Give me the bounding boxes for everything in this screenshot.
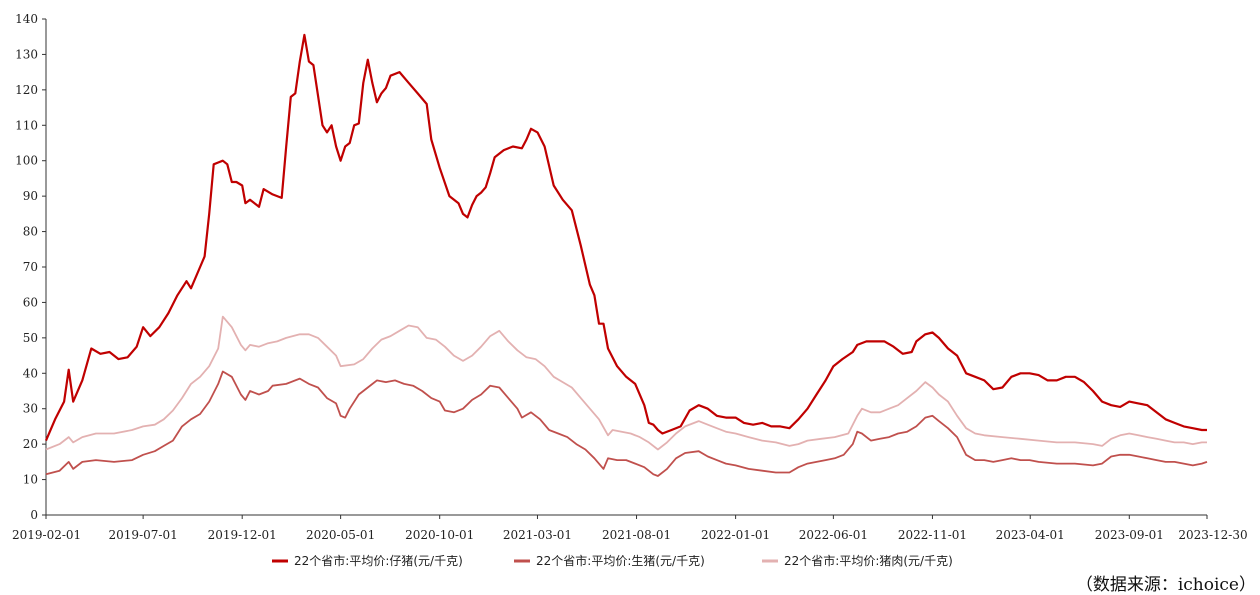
y-tick-label: 120 [15,83,38,97]
y-tick-label: 40 [23,366,38,380]
y-tick-label: 50 [23,331,38,345]
legend-label-1: 22个省市:平均价:仔猪(元/千克) [294,553,463,568]
x-tick-label: 2023-12-30 [1178,528,1247,542]
x-axis: 2019-02-01 2019-07-01 2019-12-01 2020-05-01… [12,514,1248,542]
y-tick-label: 100 [15,154,38,168]
legend-label-2: 22个省市:平均价:生猪(元/千克) [536,553,705,568]
legend-label-3: 22个省市:平均价:猪肉(元/千克) [784,553,953,568]
y-tick-label: 0 [30,508,38,522]
series-line-1 [44,33,1207,442]
y-tick-label: 70 [23,260,38,274]
x-tick-label: 2021-03-01 [503,528,572,542]
y-tick-label: 30 [23,402,38,416]
series-line-3 [45,315,1207,451]
y-tick-label: 10 [23,473,38,487]
y-tick-label: 130 [15,47,38,61]
x-tick-label: 2019-07-01 [109,528,178,542]
y-axis: 0 10 20 30 40 50 60 70 80 90 100 110 120 130 140 [15,12,47,522]
x-tick-label: 2023-04-01 [996,528,1065,542]
x-tick-label: 2022-06-01 [799,528,868,542]
x-tick-label: 2020-05-01 [306,528,375,542]
legend: 22个省市:平均价:仔猪(元/千克) 22个省市:平均价:生猪(元/千克) 22个省… [272,553,953,568]
x-tick-label: 2023-09-01 [1095,528,1164,542]
y-tick-label: 140 [15,12,38,26]
x-tick-label: 2019-12-01 [208,528,277,542]
x-tick-label: 2019-02-01 [12,528,81,542]
x-tick-label: 2022-01-01 [701,528,770,542]
y-tick-label: 20 [23,437,38,451]
y-tick-label: 110 [15,118,38,132]
x-tick-label: 2020-10-01 [405,528,474,542]
y-tick-label: 90 [23,189,38,203]
y-tick-label: 60 [23,295,38,309]
series-line-2 [45,370,1208,477]
x-tick-label: 2021-08-01 [602,528,671,542]
series-lines [44,33,1208,477]
source-note: （数据来源：ichoice） [1075,575,1256,595]
x-tick-label: 2022-11-01 [898,528,967,542]
y-tick-label: 80 [23,225,38,239]
